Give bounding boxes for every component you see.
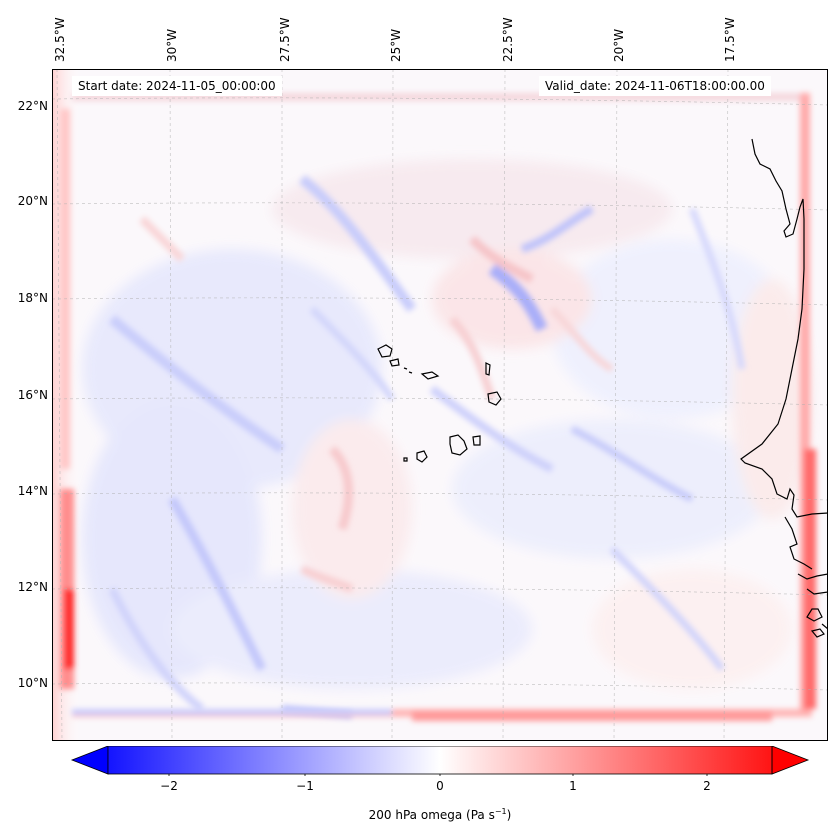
lat-label-20n: 20°N [17,194,48,208]
colorbar-tick-2: 2 [703,779,711,793]
colorbar-extend-min [70,746,109,775]
colorbar-label-text: 200 hPa omega (Pa s [368,808,495,822]
colorbar-tick-0: 0 [436,779,444,793]
colorbar-label: 200 hPa omega (Pa s−1) [290,807,590,822]
lat-label-14n: 14°N [17,484,48,498]
lat-label-16n: 16°N [17,388,48,402]
map-panel [52,69,828,741]
lon-label-17-5w: 17.5°W [723,17,737,62]
start-date-label: Start date: 2024-11-05_00:00:00 [72,76,282,96]
colorbar-gradient [108,746,772,774]
valid-date-label: Valid_date: 2024-11-06T18:00:00.00 [539,76,771,96]
cape-verde-islands [377,344,502,463]
colorbar-tick-neg1: −1 [296,779,314,793]
colorbar-tick-neg2: −2 [160,779,178,793]
lat-label-10n: 10°N [17,676,48,690]
colorbar-label-exponent: −1 [494,807,507,816]
african-coastline [740,138,828,638]
lat-label-18n: 18°N [17,291,48,305]
lon-label-20w: 20°W [612,28,626,62]
lon-label-25w: 25°W [389,28,403,62]
colorbar-extend-max [771,746,810,775]
colorbar-tick-1: 1 [569,779,577,793]
lat-label-12n: 12°N [17,580,48,594]
map-frame [52,69,828,741]
lat-label-22n: 22°N [17,99,48,113]
lon-label-27-5w: 27.5°W [278,17,292,62]
graticule [52,69,828,741]
lon-label-32-5w: 32.5°W [53,17,67,62]
lon-label-22-5w: 22.5°W [501,17,515,62]
omega-field [52,69,816,741]
lon-label-30w: 30°W [165,28,179,62]
colorbar-label-close: ) [506,808,512,822]
colorbar [70,746,810,776]
